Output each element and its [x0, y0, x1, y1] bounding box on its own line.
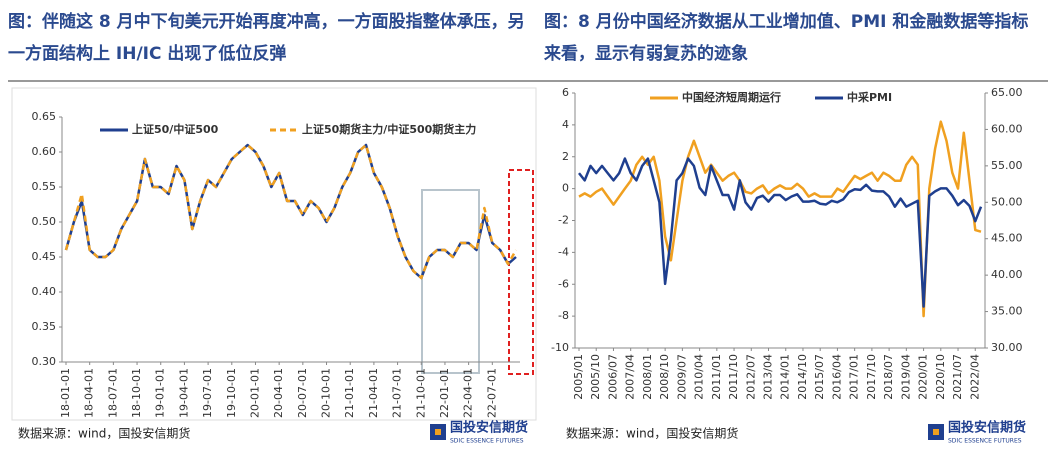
y2-tick-label: 30.00	[991, 341, 1023, 354]
y-tick-label: -6	[558, 277, 569, 290]
legend-label: 上证50期货主力/中证500期货主力	[302, 122, 476, 136]
x-tick-label: 20-04-01	[272, 368, 285, 418]
logo-subtitle: SDIC ESSENCE FUTURES	[450, 438, 524, 445]
y-tick-label: 0.60	[32, 145, 57, 158]
logo: 国投安信期货	[948, 420, 1026, 436]
logo-subtitle: SDIC ESSENCE FUTURES	[948, 438, 1022, 445]
y2-tick-label: 40.00	[991, 268, 1023, 281]
x-tick-label: 20-10-01	[320, 368, 333, 418]
y-tick-label: -10	[551, 341, 569, 354]
series-line	[64, 143, 518, 280]
x-tick-label: 18-07-01	[106, 368, 119, 418]
series-line	[64, 143, 517, 280]
x-tick-label: 2018/07	[882, 354, 895, 400]
legend-label: 中采PMI	[847, 90, 892, 104]
x-tick-label: 2015/07	[813, 354, 826, 400]
x-tick-label: 19-01-01	[154, 368, 167, 418]
y-tick-label: 6	[562, 86, 569, 99]
y-tick-label: 4	[562, 118, 569, 131]
x-tick-label: 20-01-01	[248, 368, 261, 418]
y-tick-label: 0.40	[32, 285, 57, 298]
y-tick-label: 0.55	[32, 180, 57, 193]
x-tick-label: 2012/07	[744, 354, 757, 400]
x-tick-label: 22-01-01	[438, 368, 451, 418]
y2-tick-label: 60.00	[991, 122, 1023, 135]
x-tick-label: 2006/07	[606, 354, 619, 400]
y-tick-label: 0.35	[32, 320, 57, 333]
x-tick-label: 21-07-01	[391, 368, 404, 418]
x-tick-label: 2010/04	[693, 354, 706, 400]
y-tick-label: -2	[558, 214, 569, 227]
logo-icon	[933, 429, 939, 435]
x-tick-label: 2017/10	[865, 354, 878, 400]
panel-title: 图：8 月份中国经济数据从工业增加值、PMI 和金融数据等指标来看，显示有弱复苏…	[544, 12, 1029, 64]
y-tick-label: -4	[558, 245, 569, 258]
source: 数据来源：wind，国投安信期货	[566, 426, 738, 441]
y2-tick-label: 50.00	[991, 195, 1023, 208]
x-tick-label: 21-10-01	[414, 368, 427, 418]
y-tick-label: 0.45	[32, 250, 57, 263]
x-tick-label: 2013/04	[762, 354, 775, 400]
x-tick-label: 2021/07	[951, 354, 964, 400]
y-tick-label: 0	[562, 182, 569, 195]
x-tick-label: 2014/10	[796, 354, 809, 400]
x-tick-label: 2020/10	[934, 354, 947, 400]
x-tick-label: 21-04-01	[367, 368, 380, 418]
x-tick-label: 2011/01	[710, 354, 723, 400]
x-tick-label: 22-04-01	[462, 368, 475, 418]
x-tick-label: 2005/01	[572, 354, 585, 400]
x-tick-label: 2008/10	[658, 354, 671, 400]
logo-icon	[435, 429, 441, 435]
legend-label: 中国经济短周期运行	[682, 90, 781, 104]
chart-frame	[11, 87, 537, 421]
x-tick-label: 2009/07	[675, 354, 688, 400]
x-tick-label: 2016/04	[830, 354, 843, 400]
y-tick-label: 2	[562, 150, 569, 163]
x-tick-label: 2022/04	[968, 354, 981, 400]
y2-tick-label: 45.00	[991, 232, 1023, 245]
x-tick-label: 2008/01	[641, 354, 654, 400]
x-tick-label: 2020/01	[917, 354, 930, 400]
series-line	[578, 120, 982, 318]
x-tick-label: 2011/10	[727, 354, 740, 400]
x-tick-label: 18-04-01	[83, 368, 96, 418]
x-tick-label: 18-10-01	[130, 368, 143, 418]
y2-tick-label: 65.00	[991, 86, 1023, 99]
series-line	[578, 157, 983, 308]
highlight-box	[421, 189, 480, 374]
highlight-box	[508, 169, 534, 375]
x-tick-label: 20-07-01	[296, 368, 309, 418]
x-tick-label: 19-10-01	[225, 368, 238, 418]
x-tick-label: 18-01-01	[59, 368, 72, 418]
y-tick-label: -8	[558, 309, 569, 322]
x-tick-label: 2017/01	[848, 354, 861, 400]
x-tick-label: 2014/01	[779, 354, 792, 400]
legend-label: 上证50/中证500	[132, 122, 219, 136]
x-tick-label: 2005/10	[589, 354, 602, 400]
panel-title: 图：伴随这 8 月中下旬美元开始再度冲高，一方面股指整体承压，另一方面结构上 I…	[8, 12, 525, 64]
x-tick-label: 19-04-01	[177, 368, 190, 418]
x-tick-label: 2007/04	[624, 354, 637, 400]
y-tick-label: 0.30	[32, 355, 57, 368]
y-tick-label: 0.65	[32, 110, 57, 123]
source: 数据来源：wind，国投安信期货	[18, 426, 190, 441]
logo: 国投安信期货	[450, 420, 528, 436]
y2-tick-label: 35.00	[991, 305, 1023, 318]
x-tick-label: 2019/04	[899, 354, 912, 400]
x-tick-label: 22-07-01	[485, 368, 498, 418]
x-tick-label: 21-01-01	[343, 368, 356, 418]
y-tick-label: 0.50	[32, 215, 57, 228]
x-tick-label: 19-07-01	[201, 368, 214, 418]
y2-tick-label: 55.00	[991, 159, 1023, 172]
